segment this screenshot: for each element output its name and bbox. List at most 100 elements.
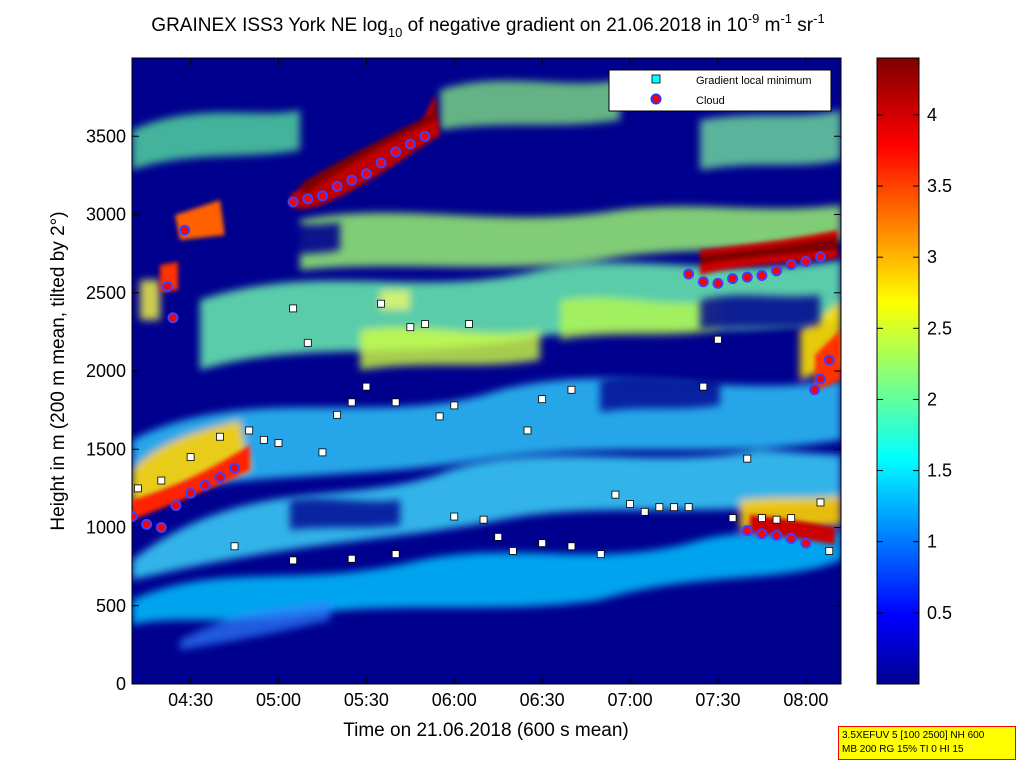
cloud-point — [712, 277, 724, 289]
title-unit2: sr — [792, 15, 814, 36]
x-tick-label: 06:00 — [432, 690, 477, 710]
gradient-minimum-point — [757, 514, 766, 523]
cloud-point — [302, 193, 314, 205]
gradient-minimum-point — [825, 547, 834, 555]
gradient-minimum-markers — [133, 299, 834, 565]
gradient-minimum-point — [450, 512, 459, 521]
gradient-minimum-point — [450, 401, 459, 410]
legend-label-cloud: Cloud — [696, 95, 725, 107]
gradient-minimum-point — [362, 382, 371, 391]
cloud-point — [814, 251, 826, 263]
gradient-minimum-point — [523, 426, 532, 435]
gradient-minimum-point — [494, 532, 503, 541]
colorbar-tick-label: 1 — [927, 532, 937, 552]
cloud-point — [814, 373, 826, 385]
gradient-minimum-point — [772, 515, 781, 524]
cloud-point — [331, 180, 343, 192]
gradient-minimum-point — [435, 412, 444, 421]
title-main: GRAINEX ISS3 York NE log — [151, 15, 388, 36]
y-tick-label: 500 — [96, 596, 126, 616]
cloud-point — [390, 146, 402, 158]
colorbar-tick-label: 3 — [927, 247, 937, 267]
cloud-point — [141, 518, 153, 530]
y-axis: 0 500 1000 1500 2000 2500 3000 3500 — [86, 126, 841, 694]
colorbar-tick-label: 3.5 — [927, 176, 952, 196]
legend-label-gradient: Gradient local minimum — [696, 75, 812, 87]
cloud-point — [800, 255, 812, 267]
gradient-minimum-point — [259, 435, 268, 444]
cloud-point — [683, 268, 695, 280]
cloud-point — [161, 280, 173, 292]
x-axis: 04:30 05:00 05:30 06:00 06:30 07:00 07:30 08:00 — [168, 58, 828, 710]
gradient-minimum-point — [333, 410, 341, 419]
info-line-2: MB 200 RG 15% TI 0 HI 15 — [842, 744, 964, 755]
cloud-point — [316, 190, 328, 202]
chart-title: GRAINEX ISS3 York NE log10 of negative g… — [151, 11, 824, 40]
gradient-minimum-point — [465, 320, 473, 328]
x-tick-label: 05:00 — [256, 690, 301, 710]
gradient-minimum-point — [406, 323, 415, 332]
x-tick-label: 08:00 — [783, 690, 828, 710]
gradient-minimum-point — [289, 556, 298, 565]
cloud-point — [179, 224, 191, 236]
colorbar-gradient — [876, 57, 920, 685]
cloud-point — [785, 259, 797, 271]
colorbar-tick-label: 2.5 — [927, 318, 952, 338]
gradient-minimum-point — [684, 503, 693, 512]
gradient-minimum-point — [230, 542, 239, 551]
x-tick-label: 07:30 — [695, 690, 740, 710]
cloud-point — [800, 537, 812, 549]
gradient-minimum-point — [318, 448, 327, 457]
cloud-point — [214, 471, 226, 483]
gradient-minimum-point — [391, 398, 400, 407]
y-tick-label: 0 — [116, 674, 126, 694]
gradient-minimum-point — [567, 385, 576, 394]
heatmap-texture — [132, 80, 841, 650]
cloud-point — [785, 532, 797, 544]
cloud-point — [809, 384, 821, 396]
gradient-minimum-point — [391, 550, 400, 559]
colorbar-ticks: 0.5 1 1.5 2 2.5 3 3.5 4 — [877, 105, 952, 623]
colorbar-tick-label: 2 — [927, 389, 937, 409]
gradient-minimum-point — [538, 539, 547, 548]
gradient-minimum-point — [816, 498, 825, 507]
cloud-point — [771, 529, 783, 541]
gradient-minimum-point — [655, 503, 664, 512]
colorbar-tick-label: 4 — [927, 105, 937, 125]
cloud-point — [170, 500, 182, 512]
cloud-point — [727, 273, 739, 285]
cloud-point — [823, 354, 835, 366]
title-exp2: -1 — [780, 11, 792, 26]
title-mid: of negative gradient on 21.06.2018 in 10 — [402, 15, 747, 36]
gradient-minimum-point — [699, 382, 708, 391]
info-line-1: 3.5XEFUV 5 [100 2500] NH 600 — [842, 730, 985, 741]
title-exp3: -1 — [813, 11, 825, 26]
gradient-minimum-point — [274, 439, 283, 447]
x-axis-label: Time on 21.06.2018 (600 s mean) — [343, 720, 629, 741]
gradient-minimum-point — [508, 547, 517, 555]
x-tick-label: 06:30 — [520, 690, 565, 710]
info-box: 3.5XEFUV 5 [100 2500] NH 600 MB 200 RG 1… — [838, 726, 1016, 760]
gradient-minimum-point — [714, 335, 722, 344]
gradient-minimum-point — [186, 453, 195, 461]
cloud-point — [741, 525, 753, 537]
y-tick-label: 1000 — [86, 518, 126, 538]
gradient-minimum-point — [347, 554, 356, 563]
x-tick-label: 04:30 — [168, 690, 213, 710]
cloud-point — [346, 174, 358, 186]
colorbar-tick-label: 0.5 — [927, 603, 952, 623]
cloud-point — [132, 511, 138, 523]
cloud-point — [697, 276, 709, 288]
gradient-minimum-point — [245, 426, 254, 435]
gradient-minimum-point — [538, 395, 547, 404]
cloud-point — [771, 265, 783, 277]
gradient-minimum-point — [728, 514, 737, 523]
gradient-minimum-point — [377, 299, 385, 308]
colorbar-tick-label: 1.5 — [927, 461, 952, 481]
title-unit1: m — [759, 15, 780, 36]
y-tick-label: 3000 — [86, 205, 126, 225]
cloud-point — [360, 168, 372, 180]
cloud-point — [229, 462, 241, 474]
cloud-point — [155, 522, 167, 533]
cloud-point — [741, 271, 753, 283]
